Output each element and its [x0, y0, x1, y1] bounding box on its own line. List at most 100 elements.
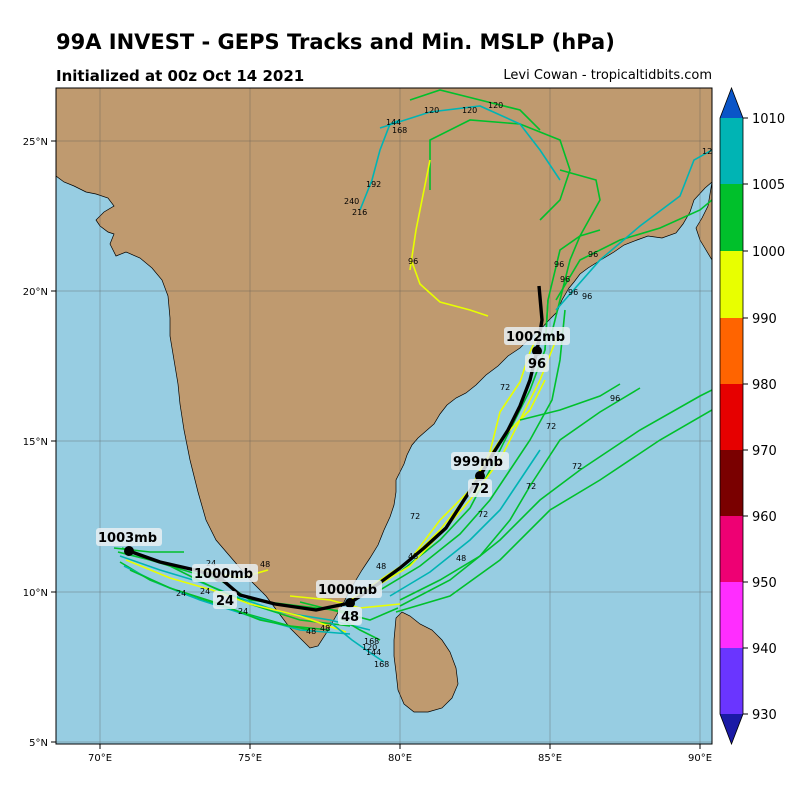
mean-point: [532, 346, 542, 356]
lon-ticks: 70°E 75°E 80°E 85°E 90°E: [88, 744, 712, 764]
member-track: [395, 409, 712, 613]
colorbar-label: 940: [752, 642, 777, 657]
colorbar-label: 950: [752, 576, 777, 591]
lon-tick-label: 90°E: [688, 753, 712, 764]
hour-label: 72: [410, 512, 420, 521]
member-track: [399, 389, 712, 607]
colorbar-segment: [720, 648, 743, 714]
hour-label: 96: [610, 394, 620, 403]
member-track: [555, 199, 712, 301]
hour-label: 168: [364, 637, 379, 646]
hour-label: 24: [206, 559, 216, 568]
member-track: [359, 119, 401, 211]
hour-label: 24: [238, 607, 248, 616]
hour-label: 240: [344, 197, 359, 206]
colorbar-segment: [720, 251, 743, 318]
lon-tick-label: 85°E: [538, 753, 562, 764]
member-track: [411, 261, 489, 317]
lon-tick-label: 80°E: [388, 753, 412, 764]
hour-label: 48: [260, 560, 270, 569]
mean-label: 72: [471, 482, 489, 497]
member-track: [544, 229, 601, 351]
colorbar-label: 1000: [752, 245, 785, 260]
lat-tick-label: 5°N: [29, 738, 48, 749]
mean-track: [128, 285, 544, 612]
hour-label: 96: [554, 260, 564, 269]
colorbar-label: 990: [752, 312, 777, 327]
member-track: [329, 621, 385, 663]
lat-ticks: 5°N 10°N 15°N 20°N 25°N: [23, 137, 56, 749]
colorbar: 930 940 950 960 970 980 990 1000 1005 10…: [719, 86, 785, 746]
hour-label: 192: [366, 180, 381, 189]
mean-labels: 1003mb 1000mb 24 1000mb 48 999mb 72 1002…: [96, 327, 570, 625]
colorbar-segment: [720, 516, 743, 582]
hour-label: 48: [320, 624, 330, 633]
hour-label: 96: [582, 292, 592, 301]
mean-label: 96: [528, 357, 546, 372]
colorbar-segment: [720, 582, 743, 648]
colorbar-label: 980: [752, 378, 777, 393]
hour-label: 120: [488, 101, 503, 110]
lat-tick-label: 25°N: [23, 137, 48, 148]
colorbar-label: 970: [752, 444, 777, 459]
mean-label: 48: [341, 610, 359, 625]
mean-label: 1002mb: [506, 330, 565, 345]
hour-label: 120: [424, 106, 439, 115]
hour-label: 24: [176, 589, 186, 598]
lon-tick-label: 75°E: [238, 753, 262, 764]
init-time: Initialized at 00z Oct 14 2021: [56, 67, 305, 85]
member-track: [399, 387, 641, 601]
hour-label: 216: [352, 208, 367, 217]
colorbar-top-arrow: [720, 88, 743, 118]
colorbar-segment: [720, 118, 743, 184]
land-india: [56, 88, 712, 649]
member-hour-labels: 24 24 24 24 48 48 48 48 48 48 72 72 72 7…: [176, 88, 717, 669]
colorbar-segment: [720, 318, 743, 384]
member-track: [409, 89, 541, 131]
lon-tick-label: 70°E: [88, 753, 112, 764]
colorbar-segment: [720, 184, 743, 251]
hour-label: 120: [362, 643, 377, 652]
hour-label: 168: [374, 660, 389, 669]
member-track: [555, 149, 712, 311]
member-track: [389, 449, 541, 597]
land-east: [695, 181, 712, 261]
lat-tick-label: 15°N: [23, 437, 48, 448]
colorbar-label: 1005: [752, 178, 785, 193]
hour-label: 96: [568, 288, 578, 297]
hour-label: 48: [408, 552, 418, 561]
colorbar-segment: [720, 384, 743, 450]
hour-label: 24: [200, 587, 210, 596]
land-sri-lanka: [393, 611, 459, 713]
hour-label: 72: [546, 422, 556, 431]
member-track: [519, 383, 621, 421]
member-track: [549, 169, 601, 341]
hour-label: 48: [376, 562, 386, 571]
member-track: [429, 119, 571, 221]
hour-label: 96: [588, 250, 598, 259]
mean-label: 1000mb: [318, 583, 377, 598]
colorbar-bottom-arrow: [720, 714, 743, 744]
hour-label: 72: [500, 383, 510, 392]
hour-label: 72: [478, 510, 488, 519]
mean-point: [124, 546, 134, 556]
hour-label: 144: [386, 118, 401, 127]
hour-label: 120: [702, 147, 717, 156]
mean-label: 999mb: [453, 455, 503, 470]
member-track: [409, 159, 431, 271]
colorbar-label: 930: [752, 708, 777, 723]
mean-label: 1000mb: [194, 567, 253, 582]
colorbar-label: 1010: [752, 112, 785, 127]
hour-label: 96: [408, 257, 418, 266]
mean-point: [345, 598, 355, 608]
hour-label: 72: [526, 482, 536, 491]
colorbar-segment: [720, 450, 743, 516]
hour-label: 144: [366, 648, 381, 657]
hour-label: 72: [572, 462, 582, 471]
mean-label: 24: [216, 594, 234, 609]
member-track: [119, 555, 371, 631]
lat-tick-label: 10°N: [23, 588, 48, 599]
colorbar-label: 960: [752, 510, 777, 525]
page-title: 99A INVEST - GEPS Tracks and Min. MSLP (…: [56, 30, 615, 54]
